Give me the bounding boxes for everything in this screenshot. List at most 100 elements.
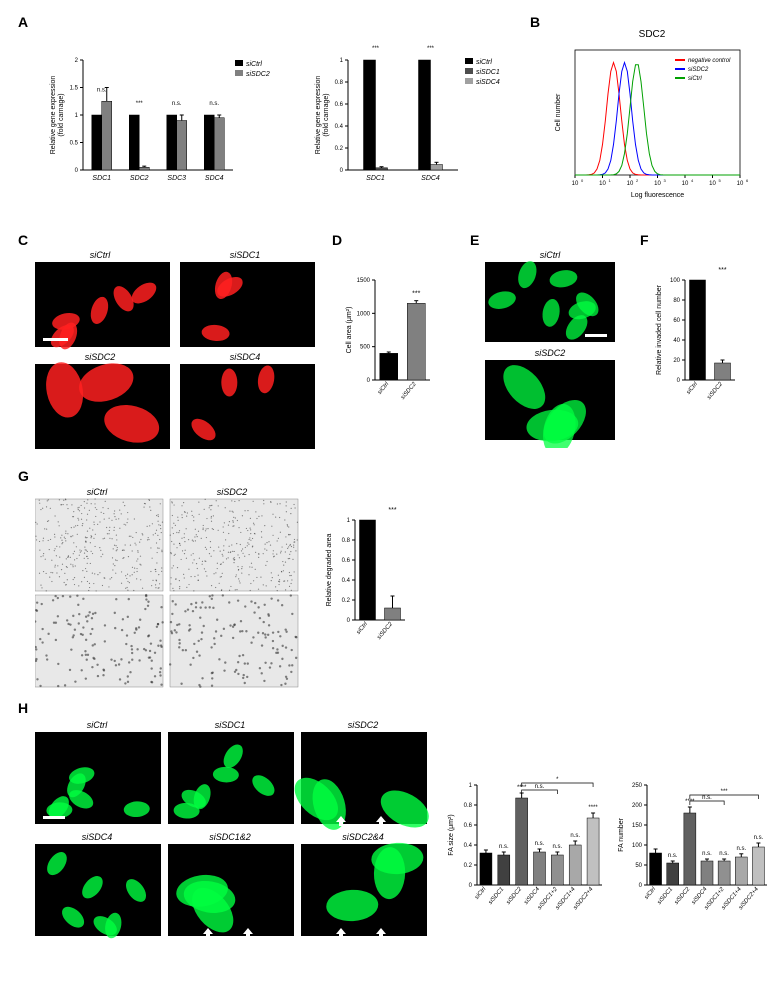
svg-text:Relative invaded cell number: Relative invaded cell number (656, 284, 663, 375)
panel-label-c: C (18, 232, 28, 248)
svg-text:siCtrl: siCtrl (356, 621, 370, 636)
svg-text:n.s.: n.s. (668, 853, 678, 859)
svg-text:200: 200 (632, 803, 643, 809)
svg-text:siSDC1: siSDC1 (657, 886, 675, 905)
svg-text:Cell number: Cell number (555, 93, 562, 131)
svg-text:siSDC2: siSDC2 (674, 886, 692, 906)
svg-text:SDC2: SDC2 (130, 175, 149, 182)
svg-text:***: *** (372, 46, 380, 52)
panel-a-right-chart: 00.20.40.60.81Relative gene expression(f… (300, 30, 520, 200)
svg-text:***: *** (136, 101, 144, 107)
svg-text:0.2: 0.2 (342, 598, 351, 604)
svg-text:n.s.: n.s. (702, 851, 712, 857)
svg-text:80: 80 (673, 298, 680, 304)
panel-d-chart: 050010001500Cell area (μm²)siCtrlsiSDC2*… (340, 260, 450, 435)
panel-label-b: B (530, 14, 540, 30)
panel-e-micrographs: siCtrlsiSDC2 (485, 248, 620, 448)
svg-text:***: *** (718, 267, 726, 274)
svg-text:siCtrl: siCtrl (474, 886, 488, 901)
panel-label-e: E (470, 232, 479, 248)
svg-text:1: 1 (75, 113, 79, 119)
svg-text:***: *** (388, 507, 396, 514)
svg-text:0.4: 0.4 (342, 578, 351, 584)
svg-text:negative control: negative control (688, 58, 731, 64)
svg-text:siSDC2: siSDC2 (506, 886, 524, 906)
svg-text:10: 10 (737, 181, 744, 187)
svg-text:n.s.: n.s. (535, 784, 545, 790)
svg-text:siSDC1: siSDC1 (215, 720, 246, 730)
panel-a-left-chart: 00.511.52Relative gene expression(fold c… (35, 30, 285, 200)
svg-text:0: 0 (75, 168, 79, 174)
svg-text:n.s.: n.s. (172, 101, 182, 107)
svg-text:siSDC2: siSDC2 (400, 381, 418, 401)
svg-text:250: 250 (632, 783, 643, 789)
svg-text:1.5: 1.5 (70, 86, 79, 92)
svg-text:4: 4 (691, 178, 694, 183)
svg-text:***: *** (412, 290, 420, 297)
svg-text:0.2: 0.2 (335, 146, 344, 152)
svg-text:n.s.: n.s. (754, 835, 764, 841)
panel-h-fasize-chart: 00.20.40.60.81FA size (μm²)siCtrlsiSDC1n… (445, 760, 610, 945)
svg-text:n.s.: n.s. (719, 851, 729, 857)
panel-g-micrographs: siCtrl siSDC2 (35, 485, 305, 690)
svg-text:siCtrl: siCtrl (87, 487, 108, 497)
svg-text:siSDC2: siSDC2 (376, 621, 394, 641)
svg-text:****: **** (588, 805, 598, 811)
svg-text:siCtrl: siCtrl (246, 61, 262, 68)
svg-text:siSDC1: siSDC1 (488, 886, 506, 905)
svg-text:siSDC4: siSDC4 (523, 886, 541, 906)
svg-text:6: 6 (746, 178, 749, 183)
svg-text:0: 0 (340, 168, 344, 174)
svg-text:0: 0 (581, 178, 584, 183)
svg-text:(fold carnage): (fold carnage) (323, 93, 330, 136)
svg-text:n.s.: n.s. (209, 101, 219, 107)
svg-text:Relative gene expression: Relative gene expression (315, 76, 322, 155)
svg-text:siSDC2: siSDC2 (688, 67, 709, 73)
svg-text:***: *** (721, 789, 729, 795)
svg-text:siSDC4: siSDC4 (230, 352, 261, 362)
svg-text:150: 150 (632, 823, 643, 829)
svg-text:siSDC1: siSDC1 (476, 69, 500, 76)
svg-text:siSDC2: siSDC2 (535, 348, 566, 358)
svg-text:0.5: 0.5 (70, 141, 79, 147)
svg-text:n.s.: n.s. (97, 87, 107, 93)
svg-text:*: * (556, 777, 559, 783)
svg-text:siSDC2: siSDC2 (348, 720, 379, 730)
svg-text:SDC3: SDC3 (167, 175, 186, 182)
svg-text:siCtrl: siCtrl (377, 381, 391, 396)
svg-text:siCtrl: siCtrl (688, 76, 702, 82)
svg-text:10: 10 (572, 181, 579, 187)
svg-text:siSDC1&2: siSDC1&2 (209, 832, 251, 842)
svg-text:siSDC2: siSDC2 (217, 487, 248, 497)
svg-text:SDC4: SDC4 (421, 175, 440, 182)
svg-text:n.s.: n.s. (736, 846, 746, 852)
svg-text:60: 60 (673, 318, 680, 324)
svg-text:0.4: 0.4 (335, 124, 344, 130)
panel-label-d: D (332, 232, 342, 248)
svg-text:Relative gene expression: Relative gene expression (50, 76, 57, 155)
panel-h-micrographs: siCtrlsiSDC1siSDC2siSDC4siSDC1&2siSDC2&4 (35, 718, 435, 943)
svg-text:(fold carnage): (fold carnage) (58, 93, 65, 136)
svg-text:0.8: 0.8 (335, 80, 344, 86)
svg-text:FA number: FA number (618, 817, 625, 852)
panel-h-fanum-chart: 050100150200250FA numbersiCtrlsiSDC1n.s.… (615, 760, 775, 945)
svg-text:10: 10 (654, 181, 661, 187)
svg-text:2: 2 (636, 178, 639, 183)
svg-text:n.s.: n.s. (535, 841, 545, 847)
svg-text:1: 1 (347, 518, 351, 524)
panel-f-chart: 020406080100Relative invaded cell number… (650, 260, 750, 435)
svg-text:1: 1 (609, 178, 612, 183)
svg-text:100: 100 (670, 278, 681, 284)
svg-text:siSDC1: siSDC1 (230, 250, 261, 260)
svg-text:10: 10 (682, 181, 689, 187)
svg-text:FA size (μm²): FA size (μm²) (448, 814, 455, 855)
svg-text:siSDC2: siSDC2 (85, 352, 116, 362)
svg-text:SDC2: SDC2 (639, 29, 666, 40)
svg-text:siCtrl: siCtrl (644, 886, 658, 901)
svg-text:1: 1 (469, 783, 473, 789)
svg-text:0.6: 0.6 (464, 823, 473, 829)
svg-text:SDC1: SDC1 (366, 175, 385, 182)
panel-label-f: F (640, 232, 649, 248)
svg-text:siCtrl: siCtrl (686, 381, 700, 396)
svg-text:0.2: 0.2 (464, 863, 473, 869)
